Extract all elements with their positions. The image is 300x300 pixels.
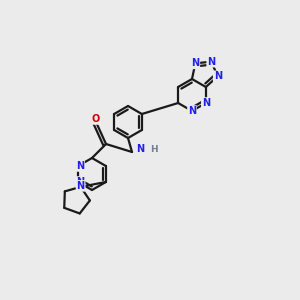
Text: N: N <box>188 106 196 116</box>
Text: N: N <box>76 181 85 191</box>
Text: N: N <box>76 161 84 171</box>
Text: N: N <box>207 57 215 67</box>
Text: N: N <box>202 98 210 108</box>
Text: O: O <box>92 114 100 124</box>
Text: N: N <box>136 144 144 154</box>
Text: N: N <box>76 177 84 187</box>
Text: N: N <box>191 58 200 68</box>
Text: N: N <box>214 71 222 81</box>
Text: H: H <box>150 145 158 154</box>
